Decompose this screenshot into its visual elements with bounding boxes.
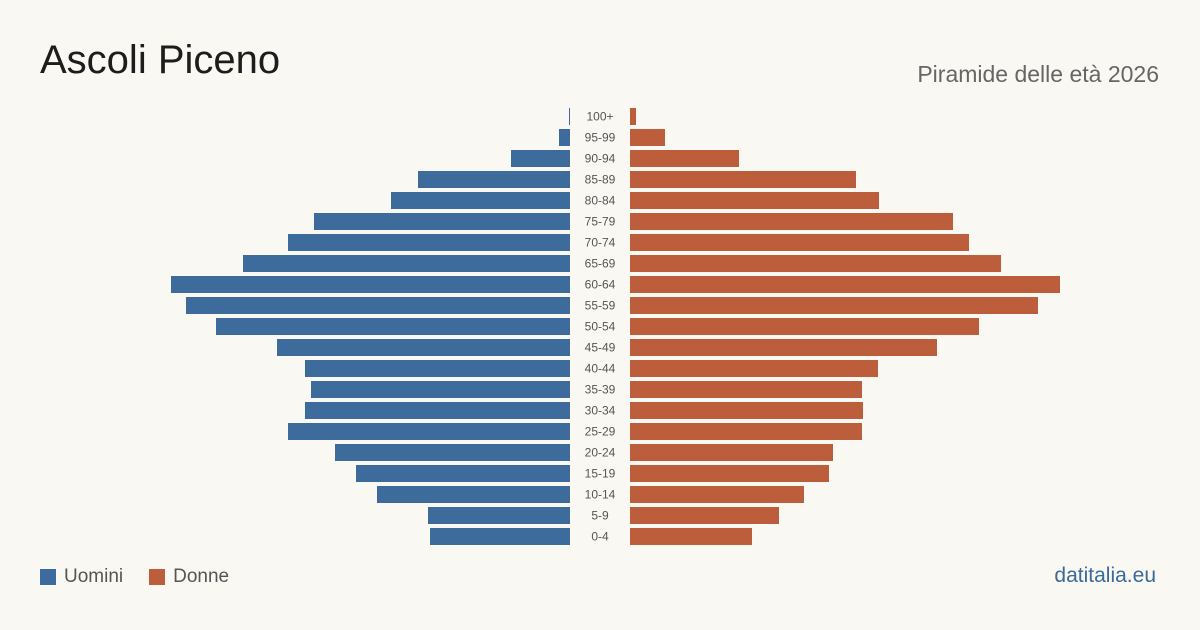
bar-women-50-54	[630, 318, 979, 335]
age-label-65-69: 65-69	[585, 257, 616, 271]
bar-men-30-34	[305, 402, 570, 419]
bar-men-20-24	[335, 444, 570, 461]
bar-women-45-49	[630, 339, 937, 356]
age-label-0-4: 0-4	[591, 530, 609, 544]
bar-men-95-99	[559, 129, 570, 146]
bar-women-5-9	[630, 507, 779, 524]
bar-women-60-64	[630, 276, 1060, 293]
age-label-30-34: 30-34	[585, 404, 616, 418]
age-label-5-9: 5-9	[591, 509, 609, 523]
age-label-50-54: 50-54	[585, 320, 616, 334]
bar-women-100plus	[630, 108, 636, 125]
legend-swatch-women	[149, 569, 166, 585]
bar-men-25-29	[288, 423, 570, 440]
source-link[interactable]: datitalia.eu	[1054, 564, 1156, 587]
chart-subtitle: Piramide delle età 2026	[917, 61, 1159, 87]
age-label-40-44: 40-44	[585, 362, 616, 376]
bar-women-95-99	[630, 129, 665, 146]
bar-women-75-79	[630, 213, 953, 230]
age-label-10-14: 10-14	[585, 488, 616, 502]
legend-label-men: Uomini	[64, 566, 124, 587]
age-label-85-89: 85-89	[585, 173, 616, 187]
age-label-90-94: 90-94	[585, 152, 616, 166]
legend-item-men: Uomini	[40, 566, 123, 588]
bar-men-0-4	[430, 528, 570, 545]
bar-men-90-94	[511, 150, 570, 167]
age-label-95-99: 95-99	[585, 131, 616, 145]
age-label-75-79: 75-79	[585, 215, 616, 229]
age-label-55-59: 55-59	[585, 299, 616, 313]
bar-men-35-39	[311, 381, 570, 398]
bar-women-10-14	[630, 486, 804, 503]
bar-women-20-24	[630, 444, 833, 461]
bar-men-85-89	[418, 171, 570, 188]
bar-women-70-74	[630, 234, 969, 251]
bar-women-0-4	[630, 528, 752, 545]
age-label-20-24: 20-24	[585, 446, 616, 460]
bar-men-40-44	[305, 360, 570, 377]
bar-women-90-94	[630, 150, 739, 167]
chart-legend: Uomini Donne	[40, 566, 229, 588]
bar-women-15-19	[630, 465, 829, 482]
bar-women-25-29	[630, 423, 862, 440]
age-label-45-49: 45-49	[585, 341, 616, 355]
legend-label-women: Donne	[173, 566, 230, 587]
bar-men-60-64	[171, 276, 570, 293]
legend-item-women: Donne	[149, 566, 229, 588]
age-label-100plus: 100+	[586, 110, 613, 124]
bar-men-65-69	[243, 255, 570, 272]
legend-swatch-men	[40, 569, 56, 585]
bar-men-75-79	[314, 213, 570, 230]
bar-women-40-44	[630, 360, 878, 377]
bar-men-70-74	[288, 234, 570, 251]
bar-women-80-84	[630, 192, 879, 209]
bar-men-80-84	[391, 192, 570, 209]
bar-men-55-59	[186, 297, 570, 314]
age-label-70-74: 70-74	[585, 236, 616, 250]
age-label-60-64: 60-64	[585, 278, 616, 292]
bar-men-45-49	[277, 339, 570, 356]
bar-women-85-89	[630, 171, 856, 188]
age-label-35-39: 35-39	[585, 383, 616, 397]
bar-women-35-39	[630, 381, 862, 398]
bar-men-10-14	[377, 486, 570, 503]
bar-men-100plus	[569, 108, 570, 125]
bar-men-5-9	[428, 507, 570, 524]
bar-women-65-69	[630, 255, 1001, 272]
age-label-15-19: 15-19	[585, 467, 616, 481]
age-label-80-84: 80-84	[585, 194, 616, 208]
page-title: Ascoli Piceno	[40, 38, 281, 82]
age-label-25-29: 25-29	[585, 425, 616, 439]
bar-women-55-59	[630, 297, 1038, 314]
bar-men-15-19	[356, 465, 570, 482]
bar-men-50-54	[216, 318, 570, 335]
bar-women-30-34	[630, 402, 863, 419]
